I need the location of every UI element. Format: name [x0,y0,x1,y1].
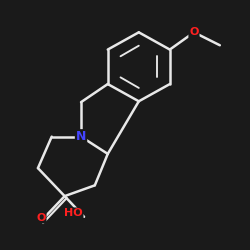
Text: O: O [36,213,46,223]
Text: N: N [76,130,86,143]
Text: HO: HO [64,208,82,218]
Text: O: O [189,27,199,37]
